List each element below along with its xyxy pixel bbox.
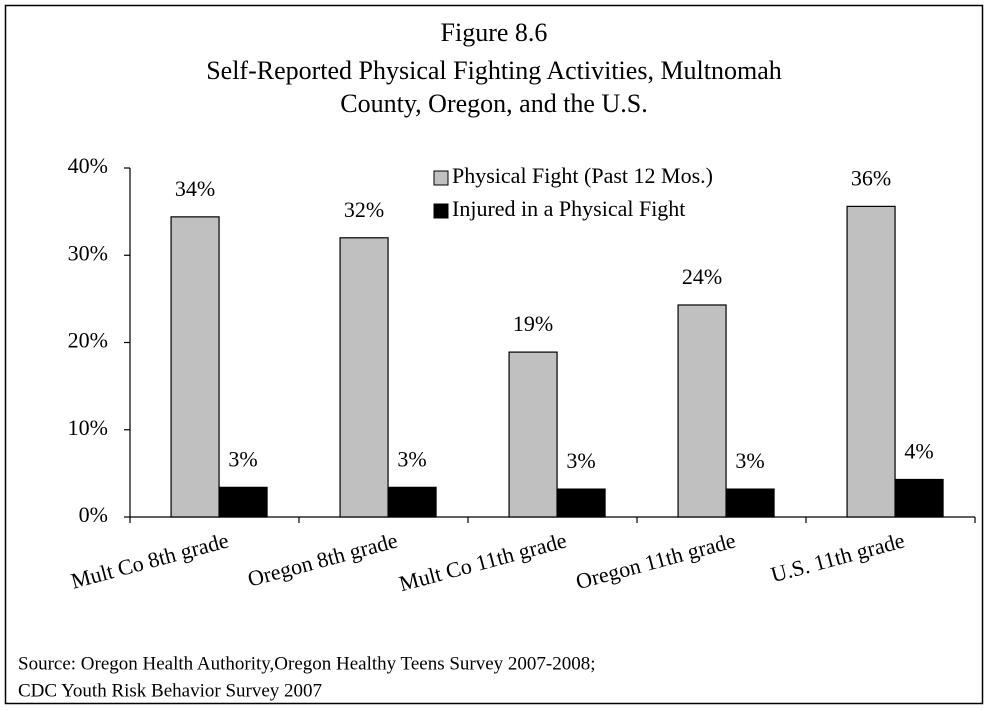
legend-swatch — [433, 170, 449, 186]
y-tick-label: 20% — [68, 328, 108, 353]
bar — [218, 486, 268, 518]
source-note: Source: Oregon Health Authority,Oregon H… — [18, 653, 596, 674]
chart-title: Figure 8.6 — [441, 18, 548, 47]
bar — [894, 478, 944, 518]
bar — [387, 486, 437, 518]
value-label: 3% — [566, 448, 595, 473]
value-label: 24% — [682, 264, 722, 289]
source-note: CDC Youth Risk Behavior Survey 2007 — [18, 680, 322, 701]
value-label: 4% — [904, 439, 933, 464]
value-label: 32% — [344, 197, 384, 222]
y-tick-label: 10% — [68, 415, 108, 440]
bar — [339, 237, 389, 518]
chart-border — [4, 4, 984, 705]
value-label: 36% — [851, 165, 891, 190]
value-label: 3% — [397, 446, 426, 471]
bar — [556, 488, 606, 518]
bar — [677, 304, 727, 518]
value-label: 34% — [175, 176, 215, 201]
value-label: 19% — [513, 311, 553, 336]
chart-title: Self-Reported Physical Fighting Activiti… — [206, 56, 782, 85]
legend-label: Injured in a Physical Fight — [452, 196, 685, 221]
bar — [170, 216, 220, 518]
legend-label: Physical Fight (Past 12 Mos.) — [452, 163, 713, 188]
legend-swatch — [433, 203, 449, 219]
y-tick-label: 40% — [68, 153, 108, 178]
y-tick-label: 30% — [68, 240, 108, 265]
y-tick-label: 0% — [79, 502, 108, 527]
bar — [725, 488, 775, 518]
value-label: 3% — [735, 448, 764, 473]
bar — [846, 205, 896, 518]
value-label: 3% — [228, 446, 257, 471]
bar — [508, 351, 558, 518]
chart-title: County, Oregon, and the U.S. — [340, 89, 647, 118]
